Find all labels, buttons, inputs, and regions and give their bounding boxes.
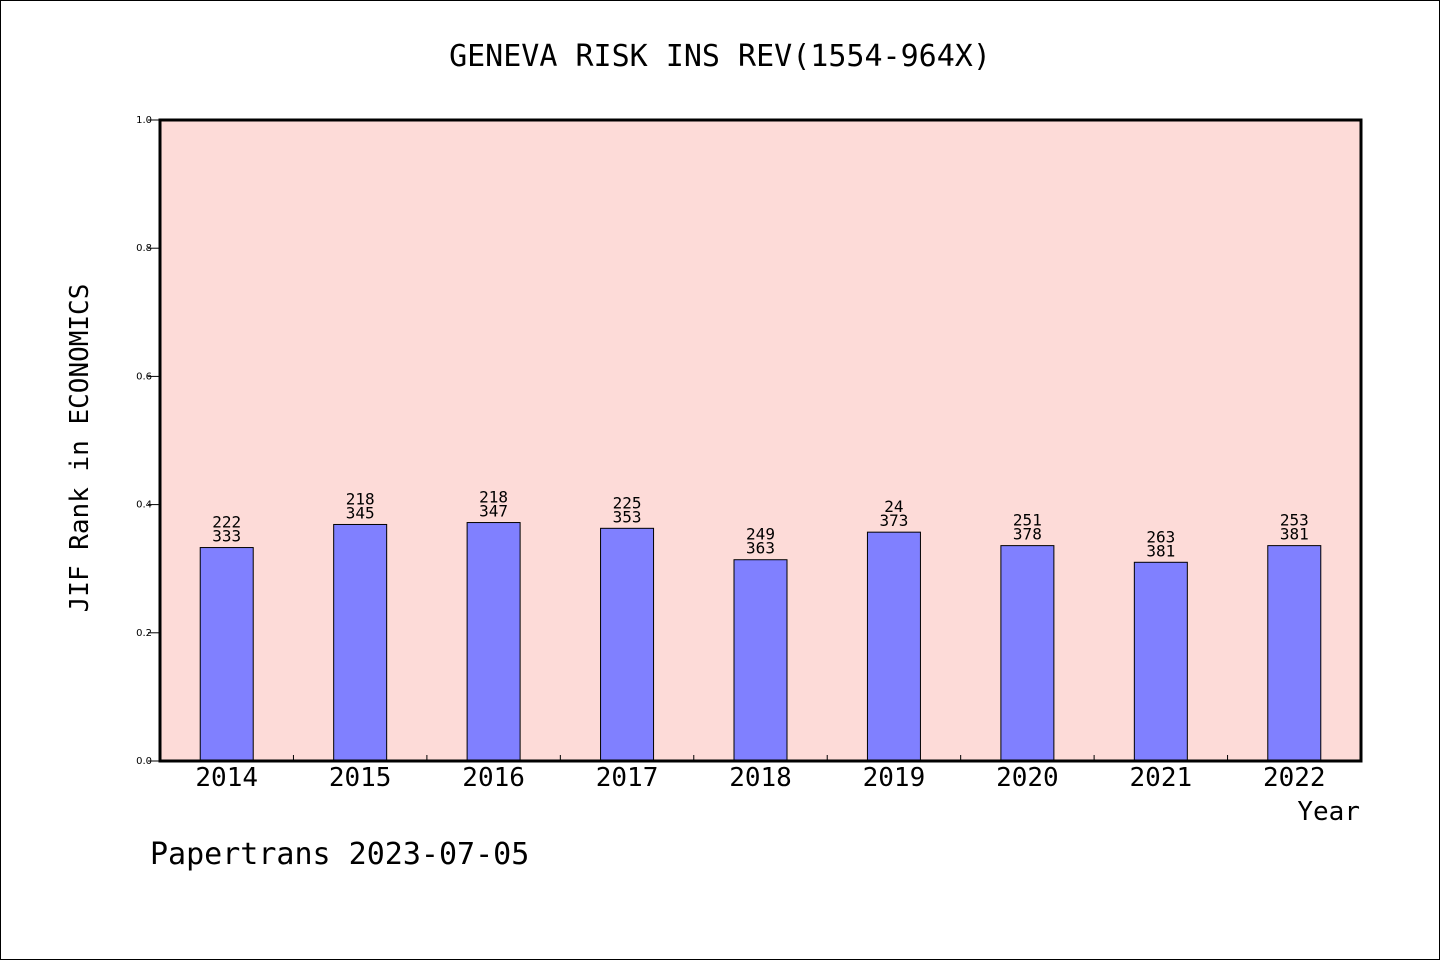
x-axis-label: Year [1297, 797, 1360, 827]
bar-rank-label-2016: 218 [479, 488, 508, 507]
bars-layer [199, 522, 1322, 762]
bar-rank-label-2015: 218 [346, 489, 375, 508]
y-tick-label: 0.4 [136, 500, 152, 511]
y-tick-label: 0.2 [136, 628, 152, 639]
x-tick-label-2019: 2019 [863, 763, 926, 793]
bar-2021 [1133, 561, 1188, 762]
bar-2017 [600, 527, 655, 762]
bar-total-label-2022: 381 [1280, 525, 1309, 544]
bar-2018 [733, 559, 788, 762]
bar-2016 [466, 522, 521, 762]
x-tick-label-2018: 2018 [729, 763, 792, 793]
bar-rank-label-2019: 24 [884, 497, 903, 516]
bar-total-label-2014: 333 [212, 527, 241, 546]
bar-total-label-2016: 347 [479, 502, 508, 521]
bar-total-label-2015: 345 [346, 503, 375, 522]
y-tick-label: 0.6 [136, 371, 152, 382]
y-axis: 0.0 0.2 0.4 0.6 0.8 1.0 [136, 115, 160, 767]
bar-2022 [1267, 545, 1322, 762]
bar-total-label-2018: 363 [746, 539, 775, 558]
x-tick-label-2021: 2021 [1130, 763, 1193, 793]
bar-2014 [199, 547, 254, 762]
x-axis: 2014 2015 2016 2017 2018 2019 2020 2021 2022 [195, 755, 1326, 793]
y-tick-label: 1.0 [136, 115, 152, 126]
x-tick-label-2015: 2015 [329, 763, 392, 793]
x-tick-label-2014: 2014 [195, 763, 258, 793]
bar-rank-label-2022: 253 [1280, 511, 1309, 530]
footer-text: Papertrans 2023-07-05 [150, 837, 529, 872]
bar-rank-label-2014: 222 [212, 513, 241, 532]
bar-2019 [866, 531, 921, 762]
x-tick-label-2016: 2016 [462, 763, 525, 793]
bar-total-label-2021: 381 [1146, 541, 1175, 560]
bar-total-label-2019: 373 [879, 511, 908, 530]
x-tick-label-2017: 2017 [596, 763, 659, 793]
bar-2020 [1000, 545, 1055, 762]
bar-rank-label-2018: 249 [746, 525, 775, 544]
y-tick-label: 0.0 [136, 756, 152, 767]
bar-total-label-2017: 353 [613, 507, 642, 526]
bar-rank-label-2020: 251 [1013, 511, 1042, 530]
x-tick-label-2022: 2022 [1263, 763, 1326, 793]
bar-2015 [333, 523, 388, 762]
y-tick-label: 0.8 [136, 243, 152, 254]
y-axis-label: JIF Rank in ECONOMICS [65, 284, 95, 613]
bar-rank-label-2021: 263 [1146, 527, 1175, 546]
bar-total-label-2020: 378 [1013, 525, 1042, 544]
plot-border [158, 118, 1363, 763]
x-tick-label-2020: 2020 [996, 763, 1059, 793]
chart-title: GENEVA RISK INS REV(1554-964X) [449, 39, 991, 74]
bar-rank-label-2017: 225 [613, 493, 642, 512]
